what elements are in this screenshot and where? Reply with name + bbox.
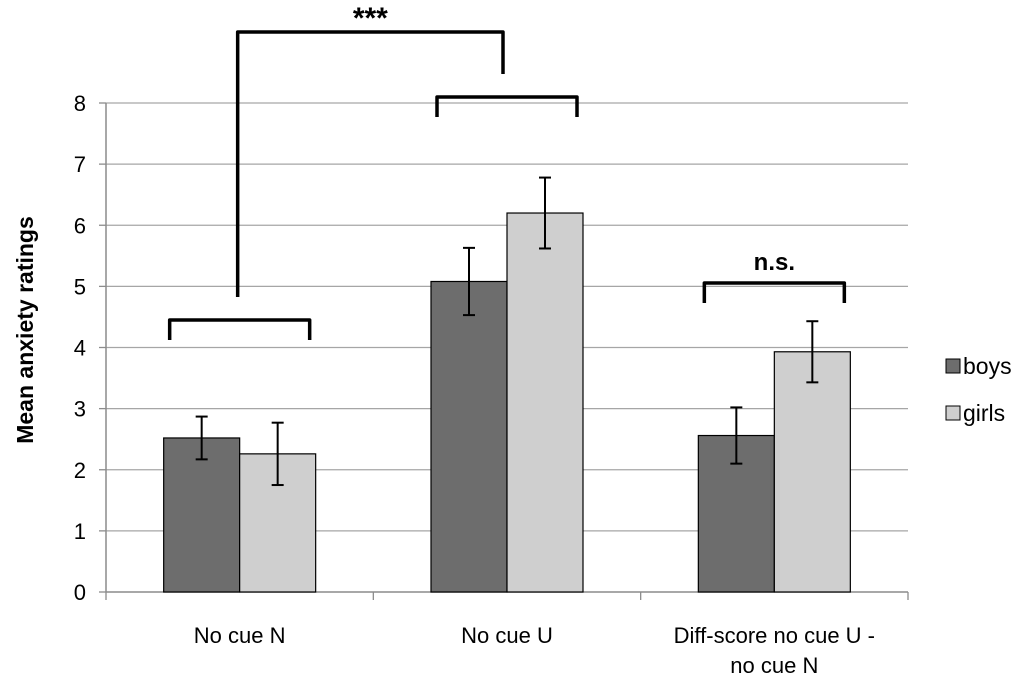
- y-tick-label: 0: [74, 580, 86, 605]
- legend-label-boys: boys: [963, 353, 1012, 379]
- bracket-significance: [235, 30, 505, 297]
- bar-boys: [430, 280, 508, 593]
- bracket-no-cue-n: [167, 318, 312, 340]
- bar-girls: [506, 212, 584, 593]
- x-category-label: No cue U: [461, 623, 553, 648]
- y-tick-label: 2: [74, 458, 86, 483]
- significance-annotations: *** n.s.: [167, 2, 847, 340]
- significance-label: ***: [353, 2, 388, 35]
- bar-girls: [773, 351, 851, 593]
- y-tick-label: 4: [74, 336, 86, 361]
- bars: [163, 212, 851, 593]
- bar-boys: [163, 437, 241, 593]
- legend-swatch-boys: [945, 358, 961, 374]
- x-category-label: no cue N: [730, 653, 818, 678]
- nonsignificant-label: n.s.: [754, 249, 795, 276]
- legend-label-girls: girls: [963, 400, 1005, 426]
- y-tick-label: 3: [74, 397, 86, 422]
- error-bars: [195, 176, 819, 487]
- x-category-label: No cue N: [194, 623, 286, 648]
- y-tick-label: 5: [74, 274, 86, 299]
- bracket-diff-score: [702, 281, 847, 303]
- y-axis-label: Mean anxiety ratings: [12, 216, 38, 444]
- y-tick-label: 8: [74, 91, 86, 116]
- legend-swatch-girls: [945, 405, 961, 421]
- x-category-label: Diff-score no cue U -: [674, 623, 875, 648]
- legend: boys girls: [945, 353, 1012, 426]
- y-tick-label: 1: [74, 519, 86, 544]
- y-tick-label: 6: [74, 213, 86, 238]
- y-tick-label: 7: [74, 152, 86, 177]
- bracket-no-cue-u: [435, 95, 579, 117]
